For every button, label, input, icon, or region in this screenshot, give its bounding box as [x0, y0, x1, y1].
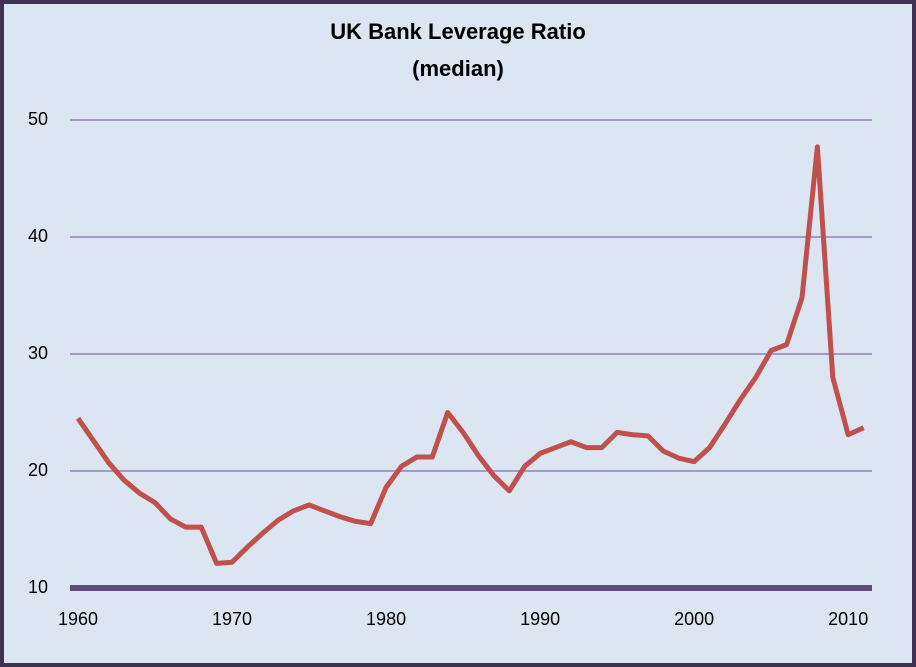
y-tick-label: 10: [28, 577, 48, 597]
y-tick-label: 50: [28, 109, 48, 129]
y-tick-label: 30: [28, 343, 48, 363]
x-tick-label: 1970: [212, 609, 252, 629]
x-tick-label: 2000: [674, 609, 714, 629]
chart-subtitle: (median): [412, 56, 504, 81]
data-line: [75, 144, 865, 566]
x-tick-label: 1990: [520, 609, 560, 629]
x-tick-label: 1980: [366, 609, 406, 629]
x-tick-label: 2010: [828, 609, 868, 629]
chart-title: UK Bank Leverage Ratio: [330, 19, 586, 44]
y-tick-label: 40: [28, 226, 48, 246]
y-tick-label: 20: [28, 460, 48, 480]
x-tick-label: 1960: [58, 609, 98, 629]
